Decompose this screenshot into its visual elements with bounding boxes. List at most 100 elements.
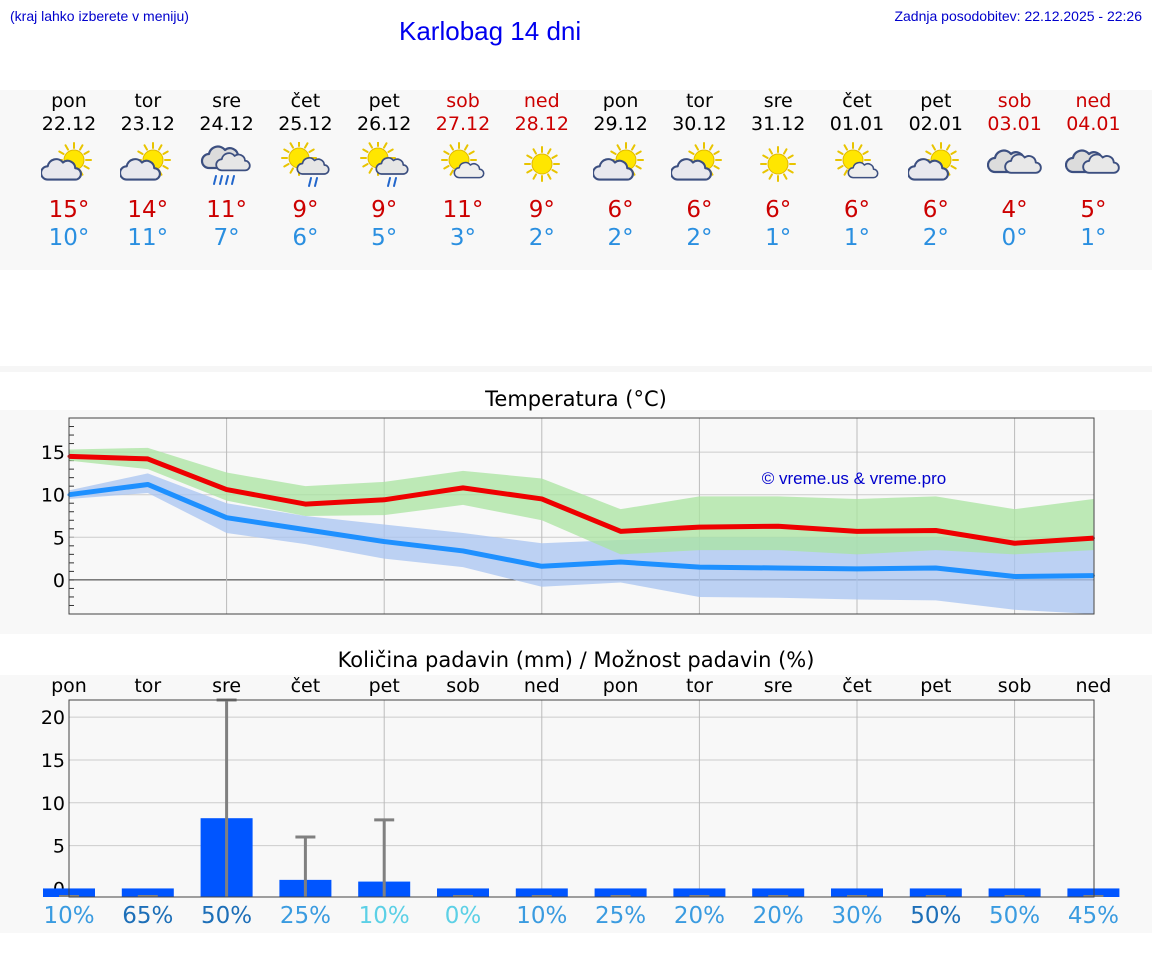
x-tick-label: tor	[686, 675, 713, 697]
sun-icon	[760, 146, 797, 182]
cloud-shape	[296, 157, 330, 175]
sun-shower-icon	[281, 142, 330, 187]
x-tick-label: čet	[291, 675, 321, 697]
precip-chance-label: 30%	[831, 903, 883, 929]
x-tick-label: ned	[1076, 675, 1112, 697]
y-tick-label: 15	[41, 442, 65, 464]
min-temp-range-band	[69, 473, 1094, 614]
max-temp-point	[1013, 541, 1017, 545]
day-name: sre	[212, 90, 242, 112]
plot-frame	[68, 417, 1095, 615]
max-temp-point	[697, 525, 701, 529]
precip-chance-label: 50%	[910, 903, 962, 929]
max-temp-point	[146, 457, 150, 461]
max-temp: 6°	[922, 197, 949, 223]
cloudy-icon	[1065, 149, 1121, 174]
sun-shape	[523, 146, 560, 182]
y-tick-label: 15	[41, 750, 65, 772]
min-temp-point	[303, 528, 307, 532]
precip-bar	[673, 888, 726, 897]
day-date: 01.01	[829, 113, 885, 135]
min-temp: 7°	[213, 225, 240, 251]
partly-cloudy-icon	[119, 142, 171, 181]
max-temp-point	[225, 488, 229, 492]
max-temp-point	[540, 497, 544, 501]
day-name: pet	[920, 90, 952, 112]
max-temp: 6°	[686, 197, 713, 223]
partly-cloudy-icon	[41, 142, 92, 181]
y-tick-label: 20	[41, 707, 65, 729]
y-tick-label: 10	[41, 793, 65, 815]
day-name: pet	[368, 90, 400, 112]
precip-chance-label: 20%	[752, 903, 804, 929]
precip-chance-label: 10%	[516, 903, 568, 929]
day-name: tor	[685, 90, 713, 112]
day-name: ned	[1075, 90, 1112, 112]
forecast-panel	[0, 90, 1152, 270]
cloud-shape	[592, 158, 634, 181]
precip-chance-label: 20%	[673, 903, 725, 929]
day-date: 23.12	[120, 113, 175, 135]
max-temp: 6°	[607, 197, 634, 223]
cloud-shape	[375, 157, 409, 175]
page-title: Karlobag 14 dni	[399, 16, 582, 46]
min-temp: 2°	[686, 225, 713, 251]
day-column: tor 23.12 14° 11°	[108, 90, 188, 252]
location-menu-hint[interactable]: (kraj lahko izberete v meniju)	[10, 8, 189, 24]
min-temp: 0°	[1001, 225, 1028, 251]
min-temp: 2°	[607, 225, 634, 251]
x-tick-label: pon	[51, 675, 87, 697]
y-tick-label: 0	[53, 570, 65, 592]
max-temp-point	[855, 529, 859, 533]
x-tick-label: ned	[524, 675, 560, 697]
min-temp: 5°	[371, 225, 398, 251]
day-name: čet	[842, 90, 872, 112]
x-tick-label: tor	[134, 675, 161, 697]
partly-cloudy-icon	[907, 142, 959, 181]
y-tick-label: 10	[41, 485, 65, 507]
day-date: 31.12	[750, 113, 806, 135]
temperature-chart: 0 5 10 15 © vreme.us & vreme.pro	[41, 417, 1095, 615]
day-name: pon	[51, 90, 87, 112]
min-temp-point	[855, 567, 859, 571]
day-column: čet 25.12 9° 6°	[265, 90, 345, 252]
precip-bar	[121, 888, 174, 897]
precip-chance-label: 10%	[43, 903, 95, 929]
sun-small-cloud-icon	[835, 142, 879, 179]
x-tick-label: sob	[446, 675, 480, 697]
max-temp: 9°	[371, 197, 398, 223]
min-temp: 3°	[449, 225, 477, 251]
min-temp-line	[68, 481, 1094, 580]
min-temp: 1°	[1080, 225, 1107, 251]
copyright-watermark[interactable]: © vreme.us & vreme.pro	[762, 469, 946, 488]
precip-chance-label: 25%	[279, 903, 331, 929]
day-column: tor 30.12 6° 2°	[659, 90, 739, 252]
max-temp: 4°	[1001, 197, 1028, 223]
partly-cloudy-icon	[592, 142, 644, 181]
x-tick-label: pet	[920, 675, 951, 697]
precip-chance-label: 45%	[1067, 903, 1119, 929]
day-date: 30.12	[672, 113, 727, 135]
cloud-shape	[907, 158, 949, 181]
precip-bar	[988, 888, 1041, 897]
max-temp: 11°	[442, 197, 484, 223]
min-temp-point	[697, 565, 701, 569]
max-temp-point	[303, 502, 307, 506]
day-date: 24.12	[199, 113, 254, 135]
cloud-shape	[671, 158, 713, 181]
cloud-shape	[453, 161, 485, 179]
day-column: sob 03.01 4° 0°	[975, 90, 1055, 252]
min-temp: 10°	[48, 225, 90, 251]
min-temp: 2°	[922, 225, 949, 251]
max-temp-point	[619, 529, 623, 533]
x-tick-label: sre	[212, 675, 241, 697]
day-date: 26.12	[356, 113, 412, 135]
max-temp-point	[776, 524, 780, 528]
day-date: 28.12	[514, 113, 569, 135]
day-date: 04.01	[1066, 113, 1121, 135]
precip-bar	[831, 888, 883, 897]
precipitation-chart: 05101520pontorsrečetpetsobnedpontorsreče…	[41, 675, 1120, 900]
day-name: sob	[997, 90, 1032, 112]
day-column: sre 24.12 11° 7°	[187, 90, 267, 252]
min-temp-point	[461, 549, 465, 553]
